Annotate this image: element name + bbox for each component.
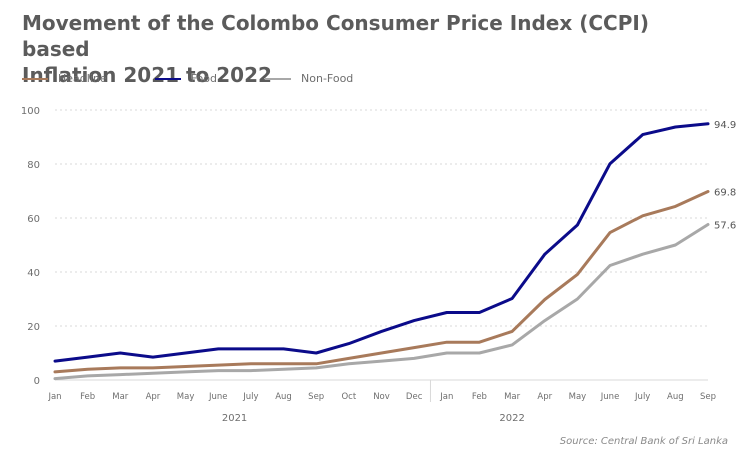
x-tick-label: Apr <box>146 392 161 402</box>
y-tick-label-80: 80 <box>27 160 40 171</box>
x-tick-label: Mar <box>112 392 129 402</box>
x-tick-label: Nov <box>373 392 390 402</box>
y-tick-label-0: 0 <box>34 376 40 387</box>
x-tick-label: June <box>208 392 228 402</box>
x-tick-label: Feb <box>472 392 487 402</box>
legend-item-headline: Headline <box>22 72 107 85</box>
legend-label-food: Food <box>190 72 218 85</box>
year-label-2022: 2022 <box>499 413 524 424</box>
x-tick-label: May <box>569 392 587 402</box>
legend-swatch-non-food <box>265 77 292 80</box>
chart-title-line-2: Inflation 2021 to 2022 <box>22 63 272 87</box>
x-tick-label: May <box>177 392 195 402</box>
legend-item-food: Food <box>154 72 218 85</box>
series-line-headline <box>53 190 710 374</box>
x-tick-label: June <box>600 392 620 402</box>
x-tick-label: Jan <box>47 392 61 402</box>
x-tick-label: Feb <box>80 392 95 402</box>
x-tick-label: Mar <box>504 392 521 402</box>
y-tick-label-40: 40 <box>27 268 40 279</box>
chart-title: Movement of the Colombo Consumer Price I… <box>22 10 722 88</box>
x-tick-label: Dec <box>406 392 423 402</box>
x-tick-label: July <box>242 392 258 402</box>
legend-item-non-food: Non-Food <box>265 72 353 85</box>
x-tick-label: Apr <box>537 392 552 402</box>
series-line-non-food <box>53 223 710 381</box>
source-note: Source: Central Bank of Sri Lanka <box>559 436 728 447</box>
y-tick-label-100: 100 <box>21 106 40 117</box>
x-tick-label: Aug <box>667 392 684 402</box>
x-tick-label: Sep <box>308 392 324 402</box>
x-tick-label: July <box>634 392 650 402</box>
legend-label-headline: Headline <box>58 72 107 85</box>
y-tick-label-60: 60 <box>27 214 40 225</box>
end-label-headline: 69.8 <box>714 188 736 199</box>
x-tick-label: Oct <box>341 392 356 402</box>
legend-swatch-headline <box>22 77 48 80</box>
x-tick-label: Jan <box>439 392 453 402</box>
legend: Headline Food Non-Food <box>22 72 353 85</box>
series-line-food <box>53 122 710 363</box>
legend-label-non-food: Non-Food <box>301 72 354 85</box>
end-label-non-food: 57.6 <box>714 220 736 231</box>
legend-swatch-food <box>154 77 181 80</box>
chart-title-line-1: Movement of the Colombo Consumer Price I… <box>22 11 649 61</box>
x-tick-label: Sep <box>700 392 716 402</box>
end-label-food: 94.9 <box>714 120 736 131</box>
y-tick-label-20: 20 <box>27 322 40 333</box>
year-label-2021: 2021 <box>222 413 247 424</box>
x-tick-label: Aug <box>275 392 292 402</box>
